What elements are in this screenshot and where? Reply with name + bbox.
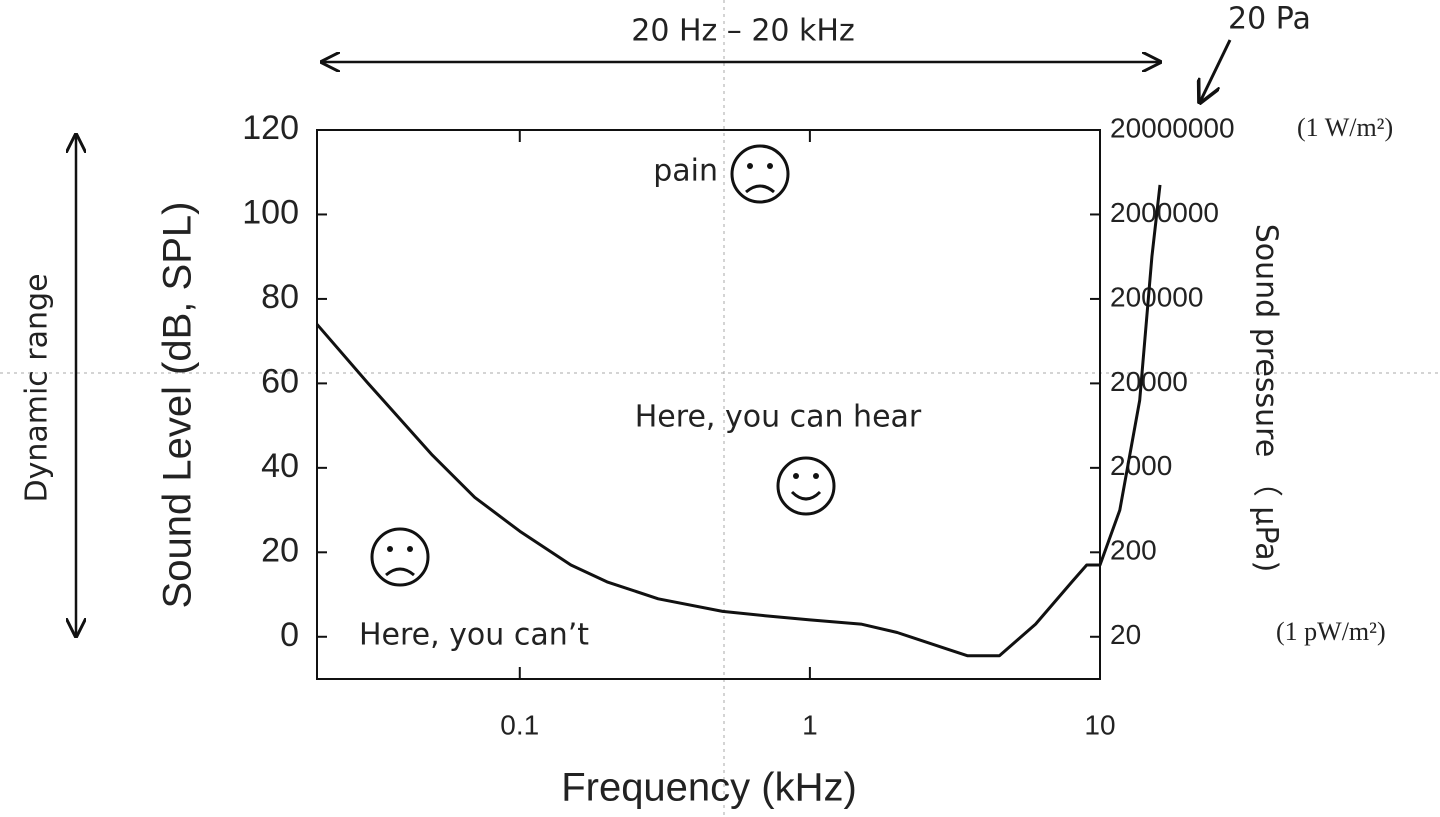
y2-tick-label: 200000: [1110, 281, 1203, 312]
y-tick-label: 20: [261, 531, 299, 569]
annotation: (1 pW/m²): [1276, 617, 1386, 646]
y2-tick-label: 2000000: [1110, 197, 1219, 228]
y2-tick-label: 20: [1110, 619, 1141, 650]
annotation: pain: [653, 154, 718, 189]
y-tick-label: 0: [280, 616, 299, 654]
annotation: 20 Pa: [1228, 2, 1311, 37]
y2-tick-label: 20000000: [1110, 112, 1235, 143]
annotation: Here, you can’t: [359, 618, 589, 653]
threshold-curve: [315, 184, 1162, 658]
face-icons: [370, 144, 836, 587]
x-tick-label: 0.1: [500, 709, 539, 740]
pa-arrow: [1200, 39, 1232, 102]
annotation: Here, you can hear: [635, 400, 922, 435]
y2-tick-label: 2000: [1110, 450, 1172, 481]
annotation: (1 W/m²): [1297, 113, 1393, 142]
y2-tick-label: 20000: [1110, 366, 1188, 397]
chart-title: 20 Hz – 20 kHz: [631, 14, 854, 49]
y-tick-label: 40: [261, 447, 299, 485]
x-tick-label: 1: [802, 709, 818, 740]
x-tick-label: 10: [1084, 709, 1115, 740]
side-label: Dynamic range: [20, 273, 55, 502]
y2-axis-label: Sound pressure （ µPa): [1249, 224, 1284, 573]
x-axis-label: Frequency (kHz): [561, 766, 857, 810]
y2-tick-label: 200: [1110, 535, 1157, 566]
face-eyes: [387, 163, 819, 552]
y-tick-label: 80: [261, 278, 299, 316]
y-axis-label: Sound Level (dB, SPL): [156, 202, 200, 609]
plot-frame: [316, 129, 1101, 680]
y-tick-label: 60: [261, 362, 299, 400]
y-tick-label: 100: [242, 193, 299, 231]
y-tick-label: 120: [242, 109, 299, 147]
